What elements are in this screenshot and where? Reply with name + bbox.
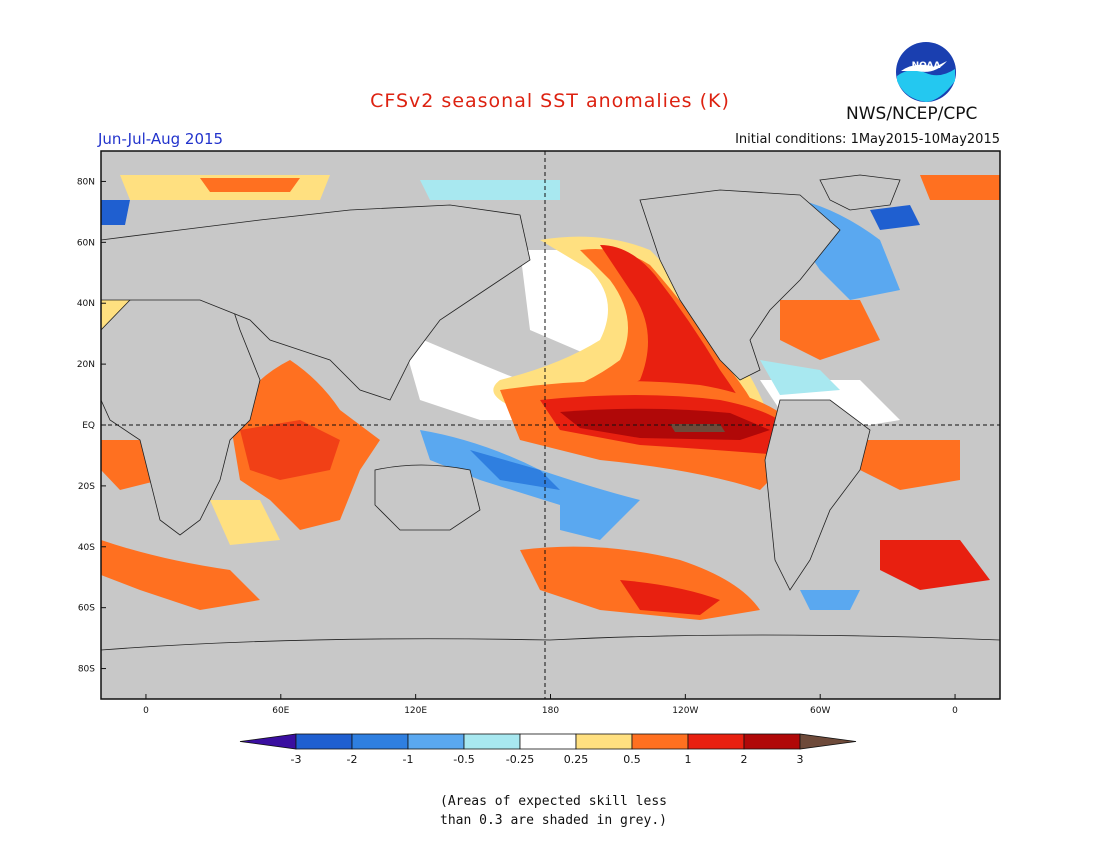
colorbar-swatch xyxy=(407,733,465,750)
colorbar-arrow-left xyxy=(239,733,297,750)
lon-tick-label: 120E xyxy=(404,706,427,716)
colorbar-swatch xyxy=(743,733,801,750)
colorbar-swatch xyxy=(519,733,577,750)
lon-tick-label: 120W xyxy=(672,706,698,716)
colorbar: -3 -2 -1 -0.5 -0.25 0.25 0.5 1 2 3 xyxy=(239,733,857,766)
lon-tick-label: 180 xyxy=(542,706,559,716)
colorbar-label: 3 xyxy=(797,753,804,766)
noaa-logo-text: NOAA xyxy=(912,61,941,71)
agency-label: NWS/NCEP/CPC xyxy=(846,104,978,124)
colorbar-label: -2 xyxy=(347,753,358,766)
south-america-land xyxy=(764,399,871,591)
lon-tick-label: 0 xyxy=(143,706,149,716)
skill-footnote: (Areas of expected skill less than 0.3 a… xyxy=(440,792,770,830)
colorbar-label: -3 xyxy=(291,753,302,766)
colorbar-label: -0.5 xyxy=(453,753,474,766)
colorbar-arrow-right xyxy=(799,733,857,750)
lat-tick-label: EQ xyxy=(82,421,95,431)
colorbar-label: 2 xyxy=(741,753,748,766)
lat-tick-label: 80N xyxy=(77,177,95,187)
lon-tick-label: 60E xyxy=(272,706,289,716)
noaa-logo: NOAA xyxy=(896,42,956,102)
chart-title: CFSv2 seasonal SST anomalies (K) xyxy=(370,90,730,112)
colorbar-label: -0.25 xyxy=(506,753,534,766)
initial-conditions-label: Initial conditions: 1May2015-10May2015 xyxy=(735,132,1000,147)
footnote-line-2: than 0.3 are shaded in grey.) xyxy=(440,813,667,828)
eurasia-land xyxy=(101,204,531,401)
lat-tick-label: 20S xyxy=(78,482,95,492)
colorbar-label: 0.5 xyxy=(623,753,641,766)
colorbar-label: -1 xyxy=(403,753,414,766)
latitude-axis: 80N 60N 40N 20N EQ 20S 40S 60S 80S xyxy=(77,177,106,675)
lat-tick-label: 40S xyxy=(78,543,95,553)
anomaly-fields xyxy=(101,174,1000,699)
colorbar-swatch xyxy=(351,733,409,750)
footnote-line-1: (Areas of expected skill less xyxy=(440,794,667,809)
colorbar-swatch xyxy=(575,733,633,750)
australia-land xyxy=(374,464,481,531)
lat-tick-label: 20N xyxy=(77,360,95,370)
longitude-axis: 0 60E 120E 180 120W 60W 0 xyxy=(143,694,958,716)
colorbar-swatch xyxy=(463,733,521,750)
lat-tick-label: 60N xyxy=(77,238,95,248)
colorbar-swatch xyxy=(295,733,353,750)
north-america-land xyxy=(639,189,841,381)
colorbar-swatch xyxy=(687,733,745,750)
lon-tick-label: 0 xyxy=(952,706,958,716)
colorbar-label: 0.25 xyxy=(564,753,589,766)
season-label: Jun-Jul-Aug 2015 xyxy=(98,130,224,148)
lat-tick-label: 60S xyxy=(78,604,95,614)
colorbar-label: 1 xyxy=(685,753,692,766)
lat-tick-label: 40N xyxy=(77,299,95,309)
greenland-land xyxy=(819,174,901,211)
lat-tick-label: 80S xyxy=(78,665,95,675)
lon-tick-label: 60W xyxy=(810,706,830,716)
antarctica-land xyxy=(101,634,1000,699)
colorbar-swatch xyxy=(631,733,689,750)
